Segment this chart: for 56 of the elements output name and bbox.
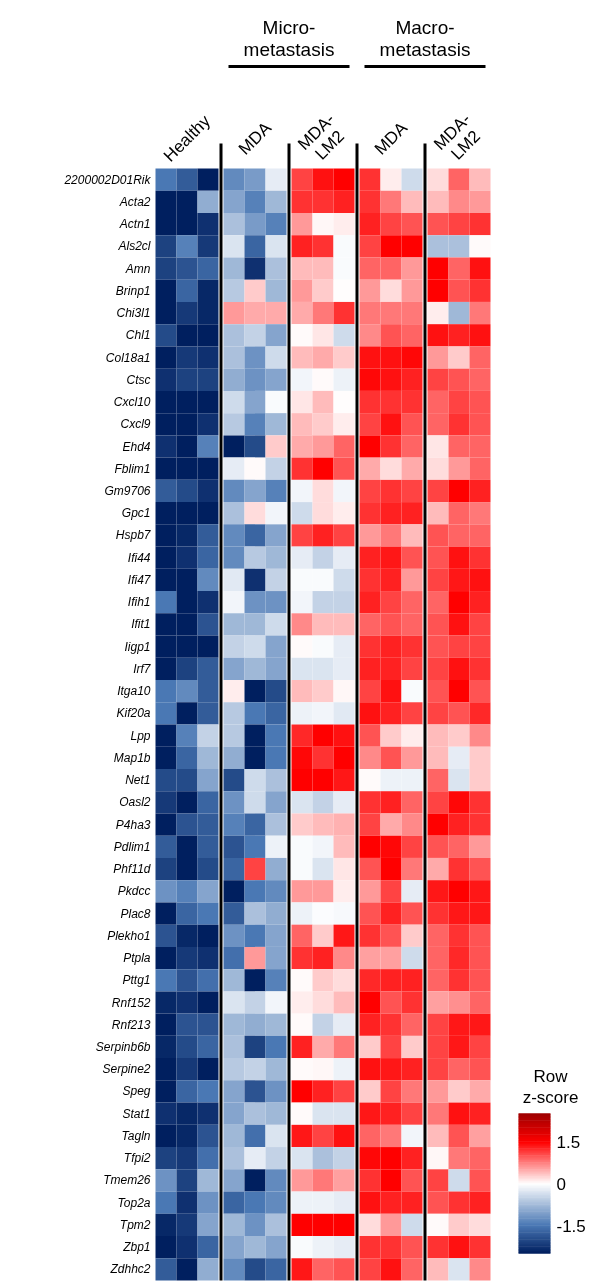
color-bar-label: 1.5 <box>556 1132 581 1152</box>
y-tick-label: Amn <box>124 261 151 276</box>
y-tick-label: Brinp1 <box>115 283 151 298</box>
y-tick-label: Rnf213 <box>111 1017 151 1032</box>
y-tick-label: Zdhhc2 <box>109 1262 151 1277</box>
y-tick-label: Lpp <box>130 728 151 743</box>
y-tick-label: Kif20a <box>116 706 151 721</box>
y-tick-label: P4ha3 <box>115 817 151 832</box>
y-tick-label: Ptpla <box>123 951 151 966</box>
y-tick-label: Ifi44 <box>127 550 151 565</box>
y-tick-label: Tfpi2 <box>123 1151 151 1166</box>
color-bar-label: 0 <box>556 1174 566 1194</box>
y-tick-label: Serpine2 <box>102 1062 151 1077</box>
y-tick-label: Gpc1 <box>121 506 151 521</box>
y-tick-label: Gm9706 <box>104 483 151 498</box>
y-tick-label: Fblim1 <box>114 461 151 476</box>
y-tick-label: Tmem26 <box>103 1173 151 1188</box>
y-tick-label: Net1 <box>125 773 151 788</box>
y-tick-label: 2200002D01Rik <box>63 172 152 187</box>
y-tick-label: Ifi47 <box>127 572 152 587</box>
y-tick-label: Phf11d <box>113 862 151 877</box>
y-tick-label: Speg <box>122 1084 151 1099</box>
y-tick-label: Ifit1 <box>131 617 151 632</box>
text: Micro- metastasis <box>243 17 335 61</box>
y-tick-label: Pkdcc <box>117 884 151 899</box>
y-tick-label: Pttg1 <box>122 973 151 988</box>
y-tick-label: Cxcl9 <box>120 417 151 432</box>
y-tick-label: Chl1 <box>125 328 151 343</box>
y-tick-label: Map1b <box>113 750 151 765</box>
y-tick-label: Ifih1 <box>127 595 151 610</box>
y-tick-label: Ctsc <box>126 372 151 387</box>
y-tick-label: Cxcl10 <box>113 395 151 410</box>
y-tick-label: Chi3l1 <box>116 306 151 321</box>
y-tick-label: Rnf152 <box>111 995 151 1010</box>
color-bar-label: -1.5 <box>556 1216 586 1236</box>
y-tick-label: Serpinb6b <box>95 1039 151 1054</box>
y-tick-label: Hspb7 <box>115 528 152 543</box>
y-tick-label: Tagln <box>121 1128 151 1143</box>
y-tick-label: Plac8 <box>120 906 151 921</box>
y-tick-label: Plekho1 <box>107 928 151 943</box>
y-tick-label: Col18a1 <box>105 350 151 365</box>
text: Macro- metastasis <box>379 17 471 61</box>
y-tick-label: Pdlim1 <box>113 839 151 854</box>
y-tick-label: Als2cl <box>117 239 151 254</box>
y-tick-label: Ehd4 <box>122 439 151 454</box>
y-tick-label: Stat1 <box>122 1106 151 1121</box>
y-tick-label: Top2a <box>117 1195 151 1210</box>
color-bar-title: Row z-score <box>522 1066 579 1108</box>
y-tick-label: Iigp1 <box>124 639 151 654</box>
y-tick-label: Itga10 <box>117 684 151 699</box>
y-tick-label: Oasl2 <box>119 795 151 810</box>
y-tick-label: Actn1 <box>118 217 151 232</box>
y-tick-label: Zbp1 <box>122 1240 151 1255</box>
y-tick-label: Acta2 <box>118 194 151 209</box>
y-tick-label: Tpm2 <box>119 1217 151 1232</box>
y-tick-label: Irf7 <box>133 661 152 676</box>
